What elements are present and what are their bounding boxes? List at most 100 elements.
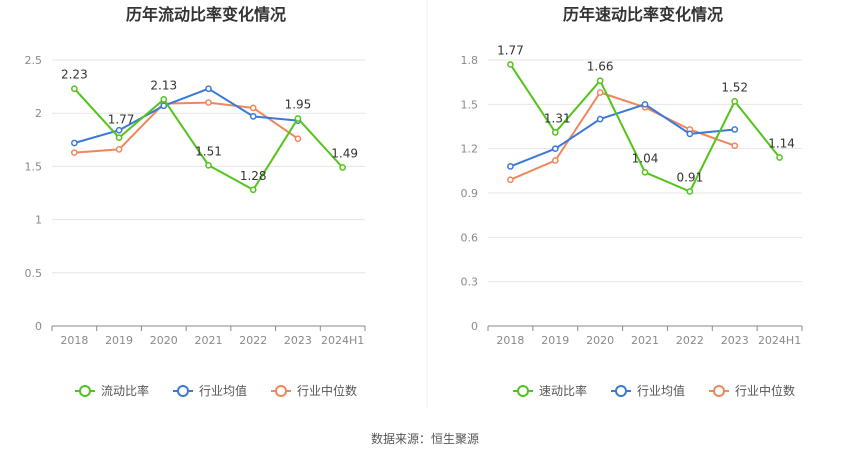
data-point [776, 154, 783, 161]
x-tick-label: 2021 [195, 334, 223, 347]
data-point [71, 149, 78, 156]
legend-marker [713, 385, 725, 397]
data-label: 1.04 [632, 151, 659, 165]
data-point [249, 104, 257, 112]
y-tick-label: 0.5 [25, 267, 43, 280]
data-point [294, 115, 302, 122]
legend-item: 行业均值 [611, 383, 685, 398]
data-point [249, 186, 257, 194]
data-point [160, 102, 168, 110]
data-label: 0.91 [676, 171, 703, 185]
data-point [507, 176, 514, 184]
data-label: 1.77 [497, 43, 524, 57]
data-label: 1.77 [108, 113, 135, 127]
y-tick-label: 0 [471, 320, 478, 333]
data-point [115, 146, 123, 153]
legend-item: 速动比率 [513, 383, 587, 398]
series-line [74, 101, 299, 154]
data-point [551, 157, 559, 164]
data-point [641, 100, 649, 108]
legend-label: 行业中位数 [735, 383, 795, 398]
data-point [686, 188, 694, 195]
data-label: 1.49 [331, 146, 358, 160]
data-label: 1.51 [195, 144, 222, 158]
x-tick-label: 2018 [60, 334, 88, 347]
x-tick-label: 2019 [541, 334, 569, 347]
y-tick-label: 2 [35, 107, 42, 120]
data-point [641, 168, 649, 176]
y-tick-label: 0 [35, 320, 42, 333]
chart-title: 历年流动比率变化情况 [126, 5, 286, 24]
chart-title: 历年速动比率变化情况 [563, 5, 723, 24]
data-label: 1.95 [285, 98, 312, 112]
data-point [115, 126, 123, 134]
data-point [160, 96, 168, 103]
legend-item: 行业中位数 [709, 383, 795, 398]
series-line [74, 87, 298, 144]
legend-marker [615, 385, 627, 397]
legend-marker [275, 385, 287, 397]
x-tick-label: 2019 [105, 334, 133, 347]
data-label: 2.13 [150, 78, 177, 92]
legend-label: 速动比率 [539, 383, 587, 398]
legend-label: 流动比率 [101, 383, 149, 398]
data-point [596, 115, 604, 123]
data-label: 2.23 [61, 68, 88, 82]
x-tick-label: 2024H1 [321, 334, 364, 347]
data-point [686, 130, 694, 138]
y-tick-label: 1.8 [461, 54, 479, 67]
data-point [115, 134, 123, 142]
legend-marker [79, 385, 91, 397]
current-ratio-chart: 历年流动比率变化情况 0 0.5 1 1.5 2 2.5 2018 2019 2020 2021 20… [25, 5, 366, 398]
series-line [510, 91, 736, 181]
quick-ratio-chart: 历年速动比率变化情况 0 0.3 0.6 0.9 1.2 1.5 1.8 2018 2019 202… [461, 5, 803, 398]
y-tick-label: 1.2 [461, 143, 479, 156]
x-tick-label: 2020 [586, 334, 614, 347]
data-point [596, 89, 604, 96]
data-label: 1.52 [721, 80, 748, 94]
x-tick-label: 2018 [496, 334, 524, 347]
data-point [71, 85, 78, 93]
data-point [71, 139, 78, 147]
data-point [731, 126, 739, 133]
series-line [510, 103, 735, 168]
data-point [596, 77, 604, 85]
data-point [507, 163, 514, 170]
y-tick-label: 2.5 [25, 54, 43, 67]
legend-label: 行业均值 [637, 383, 685, 398]
data-point [249, 113, 257, 120]
legend-label: 行业均值 [199, 383, 247, 398]
x-tick-label: 2021 [631, 334, 659, 347]
data-point [731, 142, 739, 150]
data-point [551, 145, 559, 153]
y-tick-label: 0.9 [461, 187, 479, 200]
data-point [205, 85, 212, 93]
x-tick-label: 2023 [721, 334, 749, 347]
data-point [205, 161, 212, 169]
x-tick-label: 2024H1 [758, 334, 801, 347]
legend-item: 行业中位数 [271, 383, 357, 398]
x-tick-label: 2023 [284, 334, 312, 347]
source-note: 数据来源：恒生聚源 [371, 431, 479, 446]
x-tick-label: 2022 [239, 334, 267, 347]
data-point [551, 129, 559, 136]
x-tick-label: 2022 [676, 334, 704, 347]
data-label: 1.28 [240, 169, 267, 183]
y-tick-label: 0.6 [461, 231, 479, 244]
data-point [294, 135, 302, 143]
legend-label: 行业中位数 [297, 383, 357, 398]
y-tick-label: 1.5 [461, 98, 479, 111]
data-label: 1.66 [587, 60, 614, 74]
legend-marker [177, 385, 189, 397]
data-point [339, 164, 346, 171]
data-label: 1.31 [544, 111, 571, 125]
legend-item: 行业均值 [173, 383, 247, 398]
data-label: 1.14 [768, 137, 795, 151]
x-tick-label: 2020 [150, 334, 178, 347]
data-point [731, 98, 739, 105]
y-tick-label: 1.5 [25, 160, 43, 173]
legend-marker [517, 385, 529, 397]
data-point [507, 61, 514, 68]
y-tick-label: 0.3 [461, 276, 479, 289]
